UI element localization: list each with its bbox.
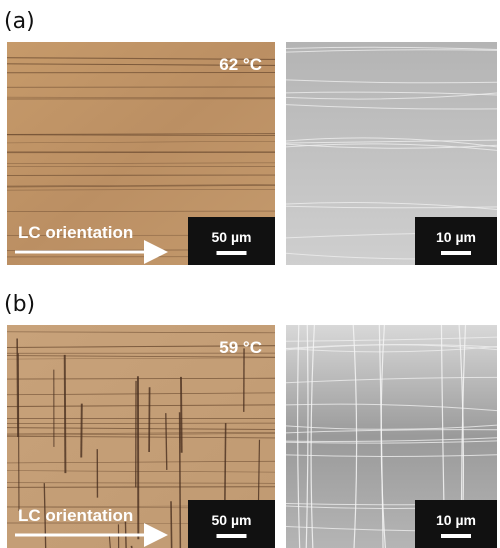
crack xyxy=(65,355,66,473)
optical-scale-label: 50 µm xyxy=(212,512,252,528)
optical-scale-label: 50 µm xyxy=(212,229,252,245)
temperature: 59 °C xyxy=(219,338,262,357)
crack xyxy=(171,501,172,548)
crack xyxy=(18,353,19,511)
orientation-label: LC orientation xyxy=(18,506,133,525)
sem-scale-label: 10 µm xyxy=(436,512,476,528)
scale-bar xyxy=(441,534,471,538)
scale-bar xyxy=(217,534,247,538)
crack xyxy=(180,412,181,548)
figure: (a) 62 °C LC orientation 50 µm 10 µm (b) 59 °C… xyxy=(0,0,500,548)
micrograph-texture xyxy=(7,42,497,548)
temperature: 62 °C xyxy=(219,55,262,74)
crack xyxy=(81,404,82,458)
panel-label: (a) xyxy=(4,9,35,34)
scale-bar xyxy=(441,251,471,255)
crack xyxy=(17,339,18,437)
crack xyxy=(181,377,182,453)
scale-bar xyxy=(217,251,247,255)
orientation-label: LC orientation xyxy=(18,223,133,242)
crack xyxy=(7,487,275,488)
panel-label: (b) xyxy=(4,292,35,317)
sem-scale-label: 10 µm xyxy=(436,229,476,245)
